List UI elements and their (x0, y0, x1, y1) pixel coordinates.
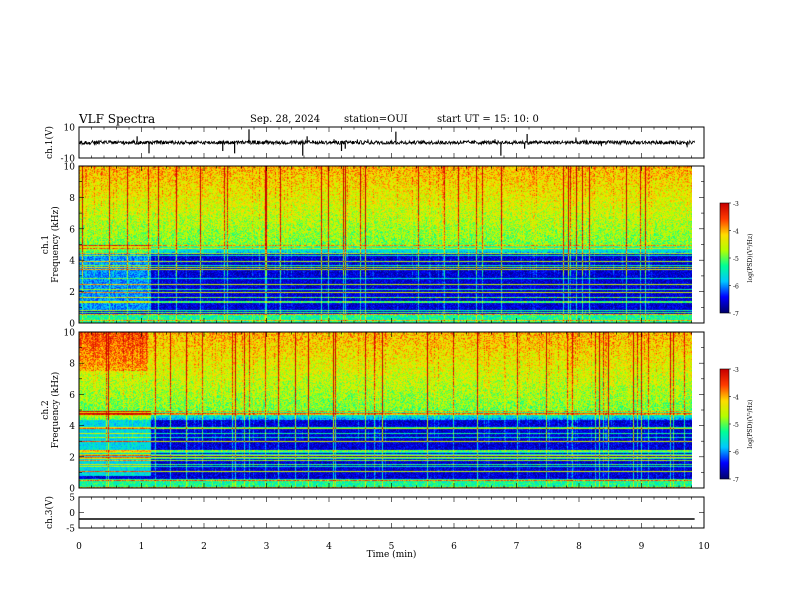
y-tick-label: -5 (66, 525, 75, 535)
start-time-label: start UT = 15: 10: 0 (437, 114, 539, 125)
ch3-waveform-ylabel: ch.3(V) (44, 496, 55, 529)
x-tick-label: 8 (576, 542, 582, 552)
y-tick-label: 0 (69, 320, 75, 330)
colorbar-tick-label: -7 (733, 311, 739, 318)
colorbar-tick-label: -5 (733, 256, 739, 263)
x-tick-label: 2 (201, 542, 207, 552)
x-tick-label: 4 (326, 542, 332, 552)
x-tick-label: 3 (264, 542, 270, 552)
y-tick-label: 10 (64, 329, 76, 339)
colorbar-tick-label: -4 (733, 395, 739, 402)
x-tick-label: 0 (76, 542, 82, 552)
ch1-waveform-trace (78, 137, 696, 148)
ch2-spectrogram-colorbar-label: log(PSD)(V²/Hz) (747, 400, 754, 449)
y-tick-label: 4 (69, 257, 75, 267)
y-tick-label: 10 (64, 124, 76, 134)
colorbar-tick-label: -3 (733, 367, 739, 374)
ch2-spectrogram-raster (79, 332, 692, 488)
ch1-spectrogram-raster (79, 166, 692, 323)
colorbar-tick-label: -6 (733, 284, 739, 291)
y-tick-label: -10 (61, 155, 76, 165)
y-tick-label: 4 (69, 422, 75, 432)
ch1-waveform-ylabel: ch.1(V) (44, 126, 55, 159)
y-tick-label: 8 (69, 360, 75, 370)
colorbar-tick-label: -3 (733, 201, 739, 208)
y-tick-label: 2 (69, 453, 75, 463)
x-axis-label: Time (min) (367, 549, 417, 560)
y-tick-label: 6 (69, 391, 75, 401)
ch1-spectrogram-channel-label: ch.1 (41, 235, 51, 254)
ch2-spectrogram-ylabel: Frequency (kHz) (50, 372, 61, 449)
ch1-spectrogram-colorbar (720, 203, 729, 313)
y-tick-label: 2 (69, 288, 75, 298)
y-tick-label: 8 (69, 194, 75, 204)
x-tick-label: 7 (514, 542, 520, 552)
chart-title: VLF Spectra (79, 112, 156, 126)
ch2-spectrogram-channel-label: ch.2 (41, 400, 51, 419)
station-label: station=OUI (344, 114, 408, 125)
ch2-spectrogram-colorbar (720, 369, 729, 479)
x-tick-label: 5 (389, 542, 395, 552)
x-tick-label: 10 (698, 542, 710, 552)
y-tick-label: 6 (69, 225, 75, 235)
y-tick-label: 0 (69, 485, 75, 495)
x-tick-label: 9 (639, 542, 645, 552)
ch1-spectrogram-ylabel: Frequency (kHz) (50, 206, 61, 283)
date-label: Sep. 28, 2024 (250, 114, 321, 125)
ch1-spectrogram-colorbar-label: log(PSD)(V²/Hz) (747, 234, 754, 283)
x-tick-label: 1 (139, 542, 145, 552)
colorbar-tick-label: -7 (733, 477, 739, 484)
colorbar-tick-label: -5 (733, 422, 739, 429)
colorbar-tick-label: -6 (733, 450, 739, 457)
colorbar-tick-label: -4 (733, 229, 739, 236)
x-tick-label: 6 (451, 542, 457, 552)
y-tick-label: 0 (69, 509, 75, 519)
y-tick-label: 5 (69, 494, 75, 504)
y-tick-label: 10 (64, 163, 76, 173)
